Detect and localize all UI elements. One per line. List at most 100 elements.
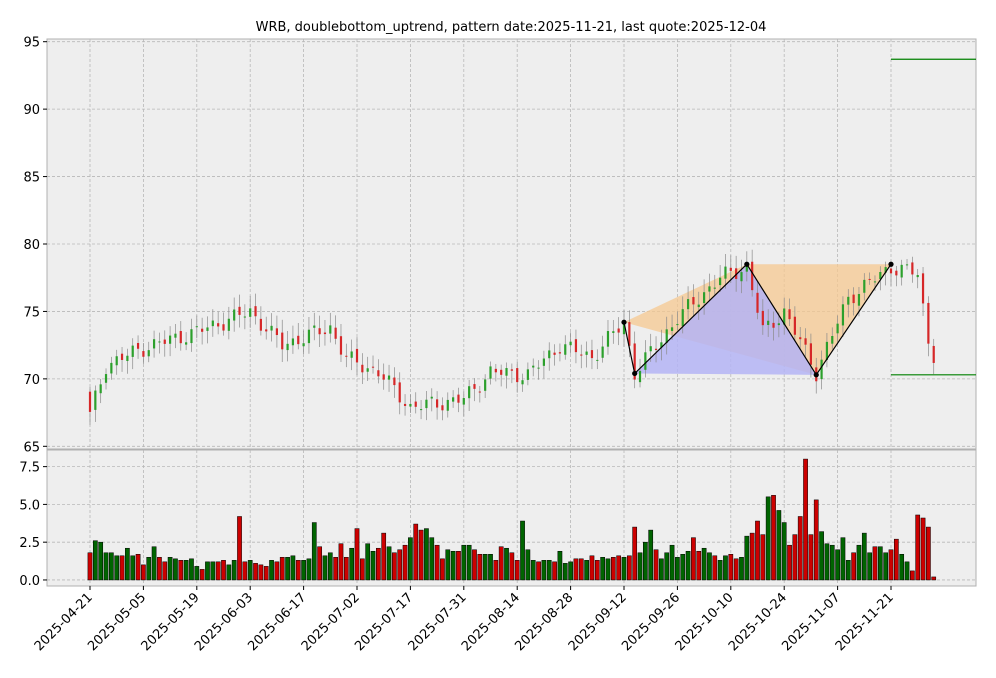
candle-body — [793, 316, 796, 335]
candle-body — [516, 368, 519, 383]
volume-bar — [691, 537, 696, 581]
volume-tick-label: 7.5 — [19, 461, 40, 476]
volume-bar — [386, 546, 392, 581]
volume-bar — [664, 552, 670, 581]
volume-bar — [904, 561, 910, 581]
volume-bar — [242, 561, 248, 581]
candle-body — [409, 403, 412, 407]
volume-bar — [189, 558, 194, 581]
candle-body — [526, 369, 529, 380]
candle-body — [713, 287, 716, 289]
candle-body — [500, 369, 503, 375]
volume-bar — [717, 560, 723, 581]
volume-bar — [514, 560, 520, 581]
candle-body — [558, 352, 562, 354]
volume-bar — [915, 514, 921, 581]
volume-bar — [568, 561, 573, 581]
volume-bar — [856, 544, 862, 581]
candle-body — [195, 326, 198, 328]
volume-bar — [771, 495, 776, 581]
candle-body — [692, 297, 695, 305]
candle-body — [281, 332, 284, 350]
volume-bar — [594, 560, 600, 581]
volume-bar — [776, 510, 782, 581]
volume-bar — [205, 561, 210, 581]
volume-bar — [215, 561, 221, 581]
candle-body — [270, 325, 273, 331]
volume-bar — [755, 520, 760, 581]
candle-body — [660, 342, 663, 348]
volume-bar — [498, 546, 504, 581]
volume-bar — [103, 552, 109, 581]
volume-bar — [600, 557, 605, 581]
volume-bar — [178, 560, 184, 581]
candle-body — [767, 320, 770, 325]
candle-body — [804, 338, 807, 345]
volume-bar — [728, 554, 734, 581]
candle-body — [430, 396, 433, 399]
candle-body — [249, 308, 252, 317]
volume-bar — [733, 558, 739, 581]
candle-body — [329, 325, 332, 334]
volume-bar — [707, 552, 712, 581]
volume-bar — [680, 554, 686, 581]
candle-body — [783, 308, 786, 325]
candle-body — [120, 353, 124, 360]
volume-bar — [258, 564, 264, 581]
volume-bar — [109, 552, 114, 581]
volume-bar — [632, 526, 638, 581]
candle-body — [414, 401, 417, 407]
candle-body — [254, 306, 257, 317]
volume-bar — [739, 557, 744, 581]
volume-bar — [167, 557, 173, 581]
candle-body — [606, 331, 610, 347]
volume-bar — [381, 532, 387, 581]
volume-bar — [546, 560, 552, 581]
candle-body — [382, 374, 385, 380]
candle-body — [574, 339, 578, 353]
volume-bar — [333, 557, 338, 581]
candle-body — [334, 327, 337, 339]
volume-bar — [349, 547, 355, 581]
volume-bar — [311, 522, 317, 581]
volume-bar — [125, 547, 130, 581]
candle-body — [697, 304, 700, 308]
volume-bar — [840, 537, 846, 581]
candle-body — [889, 268, 893, 274]
volume-bar — [760, 534, 766, 581]
candle-body — [831, 336, 834, 344]
volume-panel: 0.0 2.5 5.0 7.5 — [19, 449, 977, 589]
price-tick-label: 90 — [23, 103, 40, 118]
candle-body — [158, 341, 161, 343]
candle-body — [169, 335, 172, 344]
volume-bar — [530, 560, 536, 581]
volume-bar — [183, 560, 189, 581]
candle-body — [601, 346, 604, 358]
price-panel: 65 70 75 80 85 90 95 — [23, 36, 977, 455]
candle-body — [489, 366, 492, 379]
candle-body — [88, 391, 92, 412]
volume-bar — [803, 458, 808, 581]
volume-bar — [359, 558, 365, 581]
candle-body — [462, 398, 465, 405]
volume-bar — [835, 549, 840, 581]
pattern-fill-blue — [634, 264, 817, 375]
candle-body — [569, 341, 572, 346]
candle-body — [905, 264, 909, 266]
volume-bar — [851, 552, 856, 581]
price-tick-label: 70 — [23, 373, 40, 388]
candle-body — [537, 367, 540, 369]
volume-bar — [643, 541, 648, 581]
candle-body — [206, 327, 209, 331]
volume-bar — [157, 557, 162, 581]
candle-body — [147, 350, 150, 357]
candle-body — [868, 278, 871, 280]
candle-body — [494, 368, 497, 373]
volume-bar — [536, 561, 541, 581]
candle-body — [387, 375, 391, 380]
volume-bar — [584, 560, 589, 581]
volume-bar — [701, 547, 707, 581]
candle-body — [756, 292, 759, 313]
volume-bar — [237, 516, 242, 581]
